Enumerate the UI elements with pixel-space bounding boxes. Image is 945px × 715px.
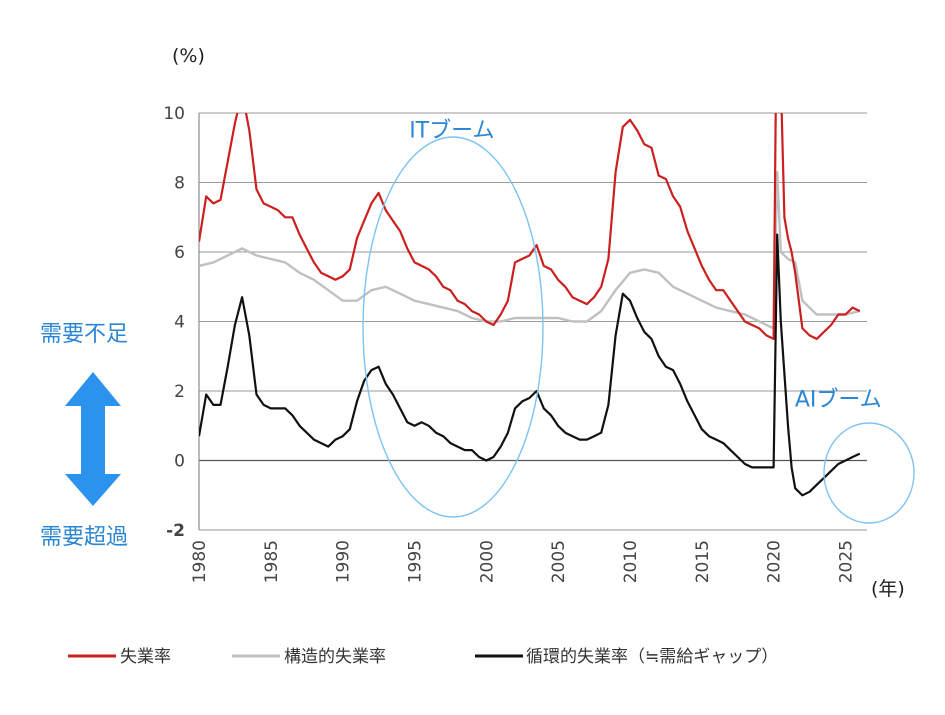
x-tick-label: 2000: [477, 540, 497, 583]
demand-shortage-label: 需要不足: [40, 322, 128, 347]
annotations: ITブーム AIブーム: [409, 118, 882, 412]
x-tick-label: 2005: [549, 540, 569, 583]
y-tick-label: 2: [174, 382, 185, 402]
y-tick-label: 10: [163, 104, 185, 124]
x-tick-label: 1990: [334, 540, 354, 583]
annotation-label: ITブーム: [409, 118, 494, 143]
y-tick-label: 8: [174, 174, 185, 194]
legend-label-unemployment: 失業率: [120, 647, 171, 667]
y-tick-label: 4: [174, 313, 185, 333]
x-tick-labels: 1980 1985 1990 1995 2000 2005 2010 2015 2020 2025: [190, 540, 856, 583]
legend-label-structural: 構造的失業率: [284, 647, 386, 667]
y-tick-label: 0: [174, 452, 185, 472]
series-line-cyclical: [199, 233, 861, 497]
legend-label-cyclical: 循環的失業率（≒需給ギャップ）: [526, 647, 778, 667]
series-line-structural: [199, 170, 861, 330]
x-tick-label: 1985: [262, 540, 282, 583]
x-tick-label: 2010: [621, 540, 641, 583]
legend: 失業率 構造的失業率 循環的失業率（≒需給ギャップ）: [68, 647, 778, 667]
x-unit-label: (年): [871, 578, 905, 600]
excess-demand-label: 需要超過: [40, 525, 128, 550]
double-arrow-icon: [65, 372, 121, 506]
x-tick-label: 1995: [405, 540, 425, 583]
x-tick-label: 2015: [693, 540, 713, 583]
y-tick-labels: -2 0 2 4 6 8 10: [163, 104, 185, 541]
annotation-label: AIブーム: [795, 388, 882, 413]
y-unit-label: (%): [172, 45, 205, 67]
it-boom-ellipse: [362, 136, 544, 518]
x-tick-label: 2025: [836, 540, 856, 583]
ai-boom-ellipse: [823, 422, 915, 524]
series-layer: [199, 113, 861, 497]
y-tick-label: 6: [174, 243, 185, 263]
series-line-unemployment: [199, 113, 861, 340]
x-tick-label: 2020: [765, 540, 785, 583]
y-tick-label: -2: [166, 521, 185, 541]
x-tick-label: 1980: [190, 540, 210, 583]
